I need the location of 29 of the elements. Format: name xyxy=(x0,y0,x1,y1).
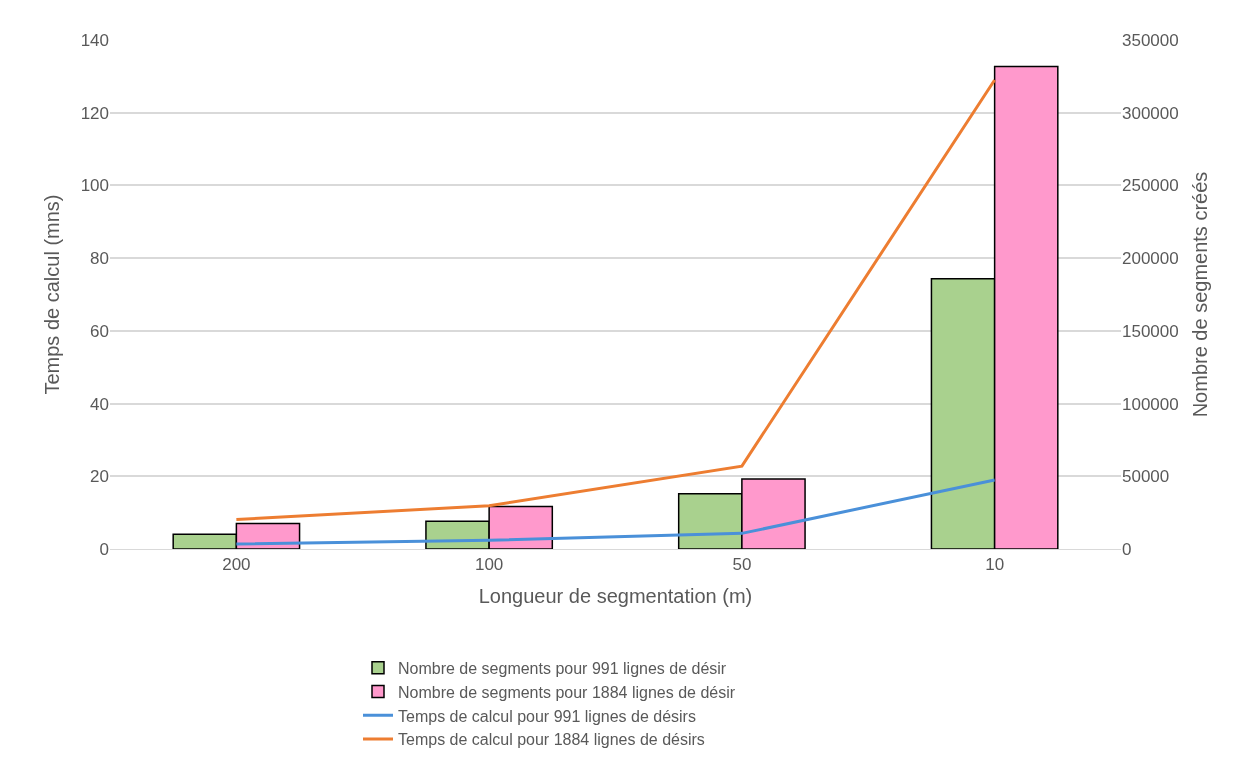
y-tick-label: 20 xyxy=(90,467,109,487)
legend-label: Temps de calcul pour 1884 lignes de désirs xyxy=(398,731,705,749)
y-tick-label: 140 xyxy=(80,30,109,50)
x-tick-label: 50 xyxy=(732,555,752,575)
y-axis-title: Temps de calcul (mns) xyxy=(41,194,64,395)
x-tick-label: 10 xyxy=(985,555,1005,575)
y-tick-label: 80 xyxy=(90,249,109,269)
legend-label: Temps de calcul pour 991 lignes de désirs xyxy=(398,707,696,725)
y-tick-label: 100 xyxy=(80,176,109,196)
line-series xyxy=(234,78,997,522)
y-tick-label: 40 xyxy=(90,394,109,414)
legend-label: Nombre de segments pour 1884 lignes de désir xyxy=(398,683,736,701)
y2-tick-label: 50000 xyxy=(1122,467,1170,487)
x-tick-label: 200 xyxy=(222,555,251,575)
x-tick-label: 100 xyxy=(474,555,504,575)
y2-tick-label: 150000 xyxy=(1122,321,1179,341)
y2-tick-label: 200000 xyxy=(1122,249,1179,269)
y-tick-label: 0 xyxy=(99,539,109,559)
y-tick-label: 60 xyxy=(90,321,109,341)
y2-tick-label: 0 xyxy=(1122,539,1132,559)
y2-tick-label: 250000 xyxy=(1122,176,1179,196)
legend-label: Nombre de segments pour 991 lignes de désir xyxy=(398,659,727,677)
y2-tick-label: 300000 xyxy=(1122,103,1179,123)
y2-tick-label: 100000 xyxy=(1122,394,1179,414)
y2-axis-title: Nombre de segments créés xyxy=(1189,171,1212,418)
y2-tick-label: 350000 xyxy=(1122,30,1179,50)
line-series xyxy=(234,478,997,546)
y-tick-label: 120 xyxy=(80,103,109,123)
x-axis-title: Longueur de segmentation (m) xyxy=(478,584,753,607)
